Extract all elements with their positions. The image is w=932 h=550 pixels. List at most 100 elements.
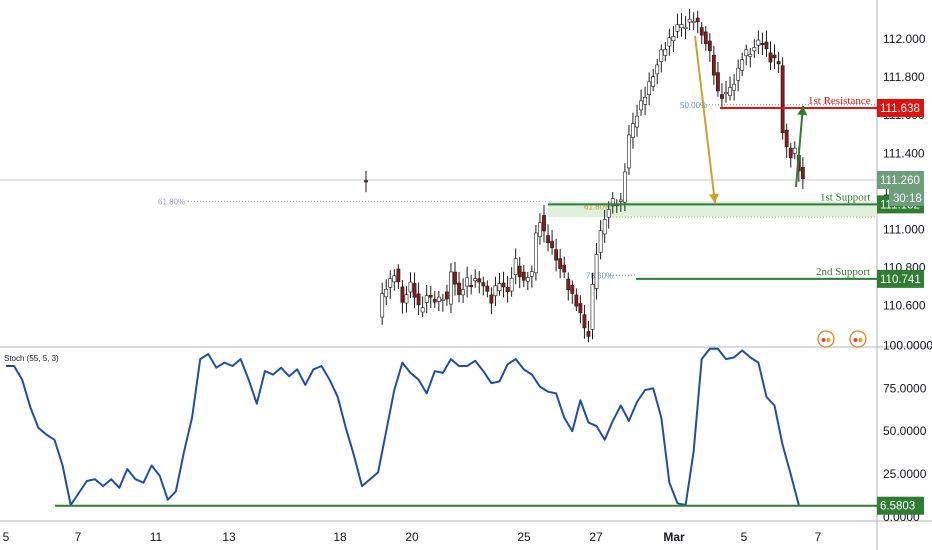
candle-body bbox=[784, 129, 789, 147]
candle-body bbox=[570, 285, 575, 294]
candle-body bbox=[711, 54, 716, 76]
level-price-badge-text: 110.741 bbox=[880, 274, 921, 286]
candle-body bbox=[529, 271, 534, 277]
candle-body bbox=[550, 241, 554, 249]
time-tick-label: 7 bbox=[75, 530, 82, 544]
price-tick-label: 111.400 bbox=[883, 146, 925, 160]
current-price-badge bbox=[877, 171, 924, 189]
candle-body bbox=[509, 277, 514, 292]
candle-body bbox=[792, 147, 797, 154]
price-tick-label: 111.800 bbox=[883, 70, 925, 84]
candle-body bbox=[533, 232, 538, 274]
time-axis[interactable]: 5 7 11 13 18 20 25 27 Mar 5 7 bbox=[3, 530, 822, 544]
price-axis[interactable]: 110.600110.800111.000111.200111.400111.6… bbox=[877, 32, 932, 524]
price-tick-label: 112.000 bbox=[883, 32, 926, 46]
candle-body bbox=[627, 134, 631, 169]
candle-body bbox=[388, 278, 393, 288]
candle-body bbox=[554, 249, 559, 261]
candle-body bbox=[400, 286, 405, 303]
candle-body bbox=[364, 180, 368, 183]
fib-label: 61.80% bbox=[584, 203, 611, 212]
candle-body bbox=[562, 264, 567, 273]
candle-body bbox=[465, 277, 470, 287]
candle-body bbox=[558, 258, 563, 270]
candle-body bbox=[578, 303, 583, 314]
level-label: 1st Support bbox=[820, 191, 870, 203]
candle-body bbox=[493, 285, 498, 297]
candle-body bbox=[671, 36, 676, 42]
candle-body bbox=[521, 271, 526, 281]
candle-body bbox=[788, 147, 793, 159]
candle-body bbox=[436, 296, 441, 302]
projection-arrow-down[interactable] bbox=[694, 35, 716, 204]
countdown-badge bbox=[889, 189, 924, 206]
candle-body bbox=[647, 81, 652, 96]
candle-body bbox=[800, 166, 805, 180]
candle-body bbox=[732, 83, 737, 91]
time-tick-label: 11 bbox=[150, 530, 163, 544]
candle-body bbox=[631, 123, 635, 138]
candle-body bbox=[517, 265, 522, 278]
candle-body bbox=[756, 39, 761, 46]
candle-body bbox=[445, 291, 449, 300]
candle-body bbox=[780, 65, 785, 134]
candle-body bbox=[566, 278, 571, 291]
candle-body bbox=[663, 48, 668, 56]
candle-body bbox=[525, 277, 530, 282]
candle-body bbox=[594, 254, 599, 289]
candle-body bbox=[699, 27, 704, 36]
candle-body bbox=[748, 54, 753, 57]
candle-body bbox=[424, 295, 429, 303]
candle-body bbox=[683, 26, 688, 30]
candle-body bbox=[736, 67, 741, 81]
fib-label: 50.00% bbox=[680, 101, 707, 110]
candle-body bbox=[720, 94, 724, 99]
candle-body bbox=[679, 24, 684, 29]
fib-label: 78.60% bbox=[586, 271, 613, 280]
candle-body bbox=[582, 314, 587, 329]
candle-body bbox=[408, 281, 413, 293]
projection-arrow-up-head bbox=[797, 106, 808, 116]
candle-body bbox=[497, 283, 502, 292]
flags-icon[interactable] bbox=[817, 330, 835, 348]
current-price-text: 111.260 bbox=[880, 175, 920, 187]
stochastic-value-badge bbox=[877, 496, 924, 515]
candle-body bbox=[606, 209, 611, 218]
level-price-badge-text: 111.638 bbox=[880, 103, 920, 115]
candle-body bbox=[651, 76, 656, 87]
candle-body bbox=[416, 293, 421, 306]
time-tick-label: 5 bbox=[741, 530, 748, 544]
stochastic-label: Stoch (55, 5, 3) bbox=[4, 354, 59, 363]
candle-body bbox=[744, 49, 749, 57]
candle-body bbox=[667, 37, 672, 47]
level-label: 2nd Support bbox=[816, 266, 870, 278]
candle-body bbox=[764, 41, 769, 50]
candle-body bbox=[538, 222, 542, 237]
candle-body bbox=[384, 288, 389, 298]
stochastic-value-text: 6.5803 bbox=[880, 501, 915, 513]
candle-body bbox=[586, 331, 591, 337]
candle-body bbox=[457, 282, 461, 295]
candle-body bbox=[602, 219, 607, 235]
candle-body bbox=[432, 298, 437, 303]
candle-body bbox=[655, 64, 660, 75]
candle-body bbox=[396, 268, 401, 283]
candle-body bbox=[707, 40, 712, 51]
candle-body bbox=[380, 293, 385, 318]
candle-body bbox=[691, 20, 696, 24]
level-label: 1st Resistance bbox=[808, 95, 871, 107]
candle-body bbox=[618, 199, 623, 202]
candle-body bbox=[768, 52, 773, 63]
candle-body bbox=[695, 17, 700, 23]
candle-body bbox=[716, 72, 720, 92]
level-price-badge bbox=[877, 269, 924, 288]
candle-body bbox=[501, 282, 506, 288]
candle-body bbox=[461, 289, 465, 296]
projection-arrow-up[interactable] bbox=[795, 105, 804, 188]
countdown-text: 30:18 bbox=[893, 193, 922, 205]
candle-body bbox=[546, 235, 550, 243]
calendar-icon[interactable] bbox=[849, 330, 867, 348]
candle-body bbox=[469, 284, 474, 288]
time-tick-label: 27 bbox=[589, 530, 603, 544]
